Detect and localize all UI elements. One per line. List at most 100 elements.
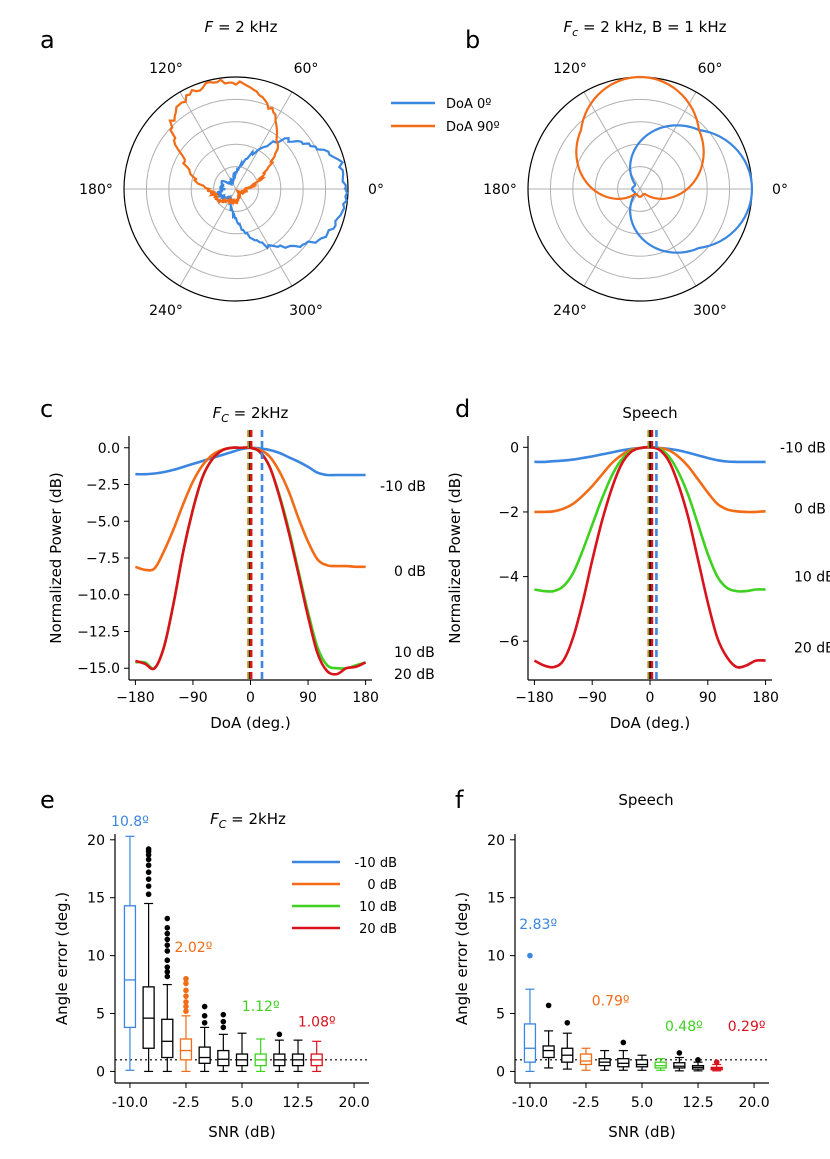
y-tick-label: −7.5 <box>86 551 120 567</box>
box-outlier <box>164 964 171 970</box>
series-line-m10dB <box>135 446 366 477</box>
panel-letter-a: a <box>40 26 55 54</box>
x-tick-label: 12.5 <box>282 1095 313 1111</box>
box-outlier <box>695 1057 701 1063</box>
panel-title-e: FC = 2kHz <box>210 810 286 831</box>
box-outlier <box>201 1019 208 1026</box>
y-axis-label: Normalized Power (dB) <box>47 472 65 643</box>
x-tick-label: 180 <box>752 690 779 706</box>
polar-series-doa-90 <box>575 75 705 201</box>
box-outlier <box>145 846 152 852</box>
box-outlier <box>201 1013 208 1019</box>
box-outlier <box>164 936 171 943</box>
x-tick-label: 20.0 <box>338 1095 369 1111</box>
box-body <box>635 1059 649 1068</box>
polar-angle-label: 300° <box>693 303 727 319</box>
median-error-label: 0.79º <box>592 993 630 1009</box>
snr-end-label: 20 dB <box>394 667 435 683</box>
y-tick-label: 0 <box>496 1064 505 1080</box>
box-outlier <box>545 1002 552 1009</box>
polar-series-doa-0 <box>213 137 349 250</box>
box-outlier <box>276 1031 283 1038</box>
x-tick-label: 90 <box>299 690 317 706</box>
panel-title-d: Speech <box>622 404 677 422</box>
snr-end-label: 10 dB <box>394 645 435 661</box>
y-tick-label: 5 <box>496 1007 505 1023</box>
box-outlier <box>145 891 152 898</box>
box-outlier <box>201 1003 208 1010</box>
box-outlier <box>220 1011 227 1018</box>
snr-end-label: 0 dB <box>394 564 426 580</box>
polar-angle-label: 120° <box>149 61 183 77</box>
y-tick-label: −12.5 <box>77 624 120 640</box>
snr-end-label: 0 dB <box>794 502 826 518</box>
x-axis-label: DoA (deg.) <box>610 714 691 732</box>
x-tick-label: 0 <box>646 690 655 706</box>
box-outlier <box>145 876 152 882</box>
box-outlier <box>220 1024 227 1031</box>
box-body <box>123 905 137 1029</box>
box-outlier <box>164 969 171 975</box>
box-outlier <box>164 948 171 954</box>
polar-spoke <box>639 91 697 190</box>
box-outlier <box>145 883 152 889</box>
box-outlier <box>164 942 171 948</box>
box-body <box>579 1053 593 1066</box>
panel-title-b: Fc = 2 kHz, B = 1 kHz <box>563 18 726 39</box>
box-outlier <box>183 975 189 982</box>
box-outlier <box>620 1039 627 1046</box>
y-tick-label: −4 <box>498 570 519 586</box>
box-body <box>179 1038 193 1061</box>
polar-angle-label: 180° <box>483 182 517 198</box>
polar-frame <box>123 76 349 302</box>
median-error-label: 0.48º <box>665 1019 703 1035</box>
legend-label: 0 dB <box>367 878 397 893</box>
polar-angle-label: 0° <box>772 182 788 198</box>
polar-angle-label: 180° <box>79 182 113 198</box>
y-tick-label: 15 <box>487 891 505 907</box>
panel-letter-e: e <box>40 786 55 814</box>
box-body <box>542 1045 555 1059</box>
median-error-label: 2.83º <box>519 917 557 933</box>
box-outlier <box>164 930 171 937</box>
x-tick-label: 5.0 <box>231 1095 253 1111</box>
box-outlier <box>676 1050 683 1056</box>
snr-end-label: 10 dB <box>794 570 830 586</box>
box-outlier <box>145 856 152 863</box>
box-outlier <box>183 980 189 987</box>
x-tick-label: -10.0 <box>512 1095 548 1111</box>
box-outlier <box>183 1008 189 1014</box>
y-axis-label: Angle error (deg.) <box>453 892 471 1025</box>
polar-angle-label: 0° <box>368 182 384 198</box>
median-error-label: 10.8º <box>111 814 149 830</box>
polar-spoke <box>639 188 697 287</box>
box-body <box>523 1023 537 1063</box>
polar-angle-label: 120° <box>553 61 587 77</box>
panel-letter-f: f <box>455 786 464 814</box>
polar-angle-label: 240° <box>149 303 183 319</box>
y-tick-label: −15.0 <box>77 661 120 677</box>
y-tick-label: −5.0 <box>86 514 120 530</box>
panel-title-a: F = 2 kHz <box>205 18 278 36</box>
box-outlier <box>145 862 152 869</box>
y-tick-label: 0 <box>96 1064 105 1080</box>
box-outlier <box>164 973 171 980</box>
polar-spoke <box>235 91 293 190</box>
y-tick-label: −2 <box>498 505 519 521</box>
polar-series-doa-0 <box>628 124 754 254</box>
box-outlier <box>220 1018 227 1025</box>
snr-end-label: -10 dB <box>780 440 826 456</box>
box-outlier <box>164 957 171 964</box>
x-tick-label: −90 <box>178 690 208 706</box>
median-error-label: 0.29º <box>728 1019 766 1035</box>
y-tick-label: 20 <box>487 833 505 849</box>
box-outlier <box>527 952 533 959</box>
x-tick-label: −180 <box>515 690 553 706</box>
median-error-label: 1.12º <box>242 999 280 1015</box>
x-tick-label: -10.0 <box>112 1095 148 1111</box>
y-axis-label: Angle error (deg.) <box>53 892 71 1025</box>
x-tick-label: 180 <box>352 690 379 706</box>
x-tick-label: 12.5 <box>682 1095 713 1111</box>
panel-letter-b: b <box>465 26 480 54</box>
